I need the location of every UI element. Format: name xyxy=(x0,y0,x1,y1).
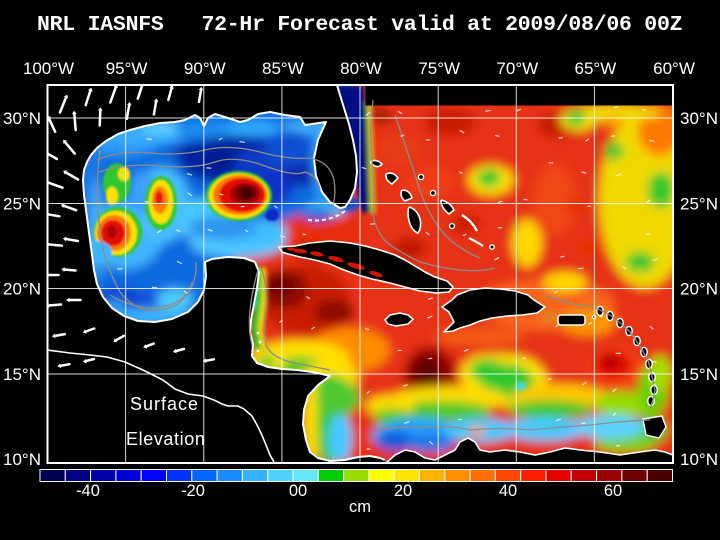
svg-text:85°W: 85°W xyxy=(262,59,304,78)
svg-text:90°W: 90°W xyxy=(184,59,226,78)
svg-text:Elevation: Elevation xyxy=(126,429,205,449)
svg-text:10°N: 10°N xyxy=(3,450,41,469)
svg-text:75°W: 75°W xyxy=(418,59,460,78)
svg-text:-20: -20 xyxy=(181,482,205,500)
svg-text:30°N: 30°N xyxy=(680,109,718,128)
svg-text:60: 60 xyxy=(604,482,622,500)
svg-text:10°N: 10°N xyxy=(680,450,718,469)
svg-text:00: 00 xyxy=(289,482,307,500)
svg-text:cm: cm xyxy=(349,498,371,516)
svg-text:40: 40 xyxy=(499,482,517,500)
svg-text:Surface: Surface xyxy=(130,394,199,414)
svg-text:25°N: 25°N xyxy=(3,195,41,214)
svg-text:20°N: 20°N xyxy=(680,280,718,299)
svg-text:15°N: 15°N xyxy=(680,365,718,384)
svg-text:NRL IASNFS 72-Hr Forecast va: NRL IASNFS 72-Hr Forecast valid at 2009/… xyxy=(37,13,682,37)
svg-text:80°W: 80°W xyxy=(340,59,382,78)
svg-text:95°W: 95°W xyxy=(106,59,148,78)
svg-text:20°N: 20°N xyxy=(3,280,41,299)
svg-text:60°W: 60°W xyxy=(653,59,695,78)
svg-text:20: 20 xyxy=(394,482,412,500)
svg-text:70°W: 70°W xyxy=(496,59,538,78)
svg-text:-40: -40 xyxy=(76,482,100,500)
svg-text:100°W: 100°W xyxy=(23,59,74,78)
svg-text:30°N: 30°N xyxy=(3,109,41,128)
svg-text:25°N: 25°N xyxy=(680,195,718,214)
svg-text:15°N: 15°N xyxy=(3,365,41,384)
svg-text:65°W: 65°W xyxy=(575,59,617,78)
